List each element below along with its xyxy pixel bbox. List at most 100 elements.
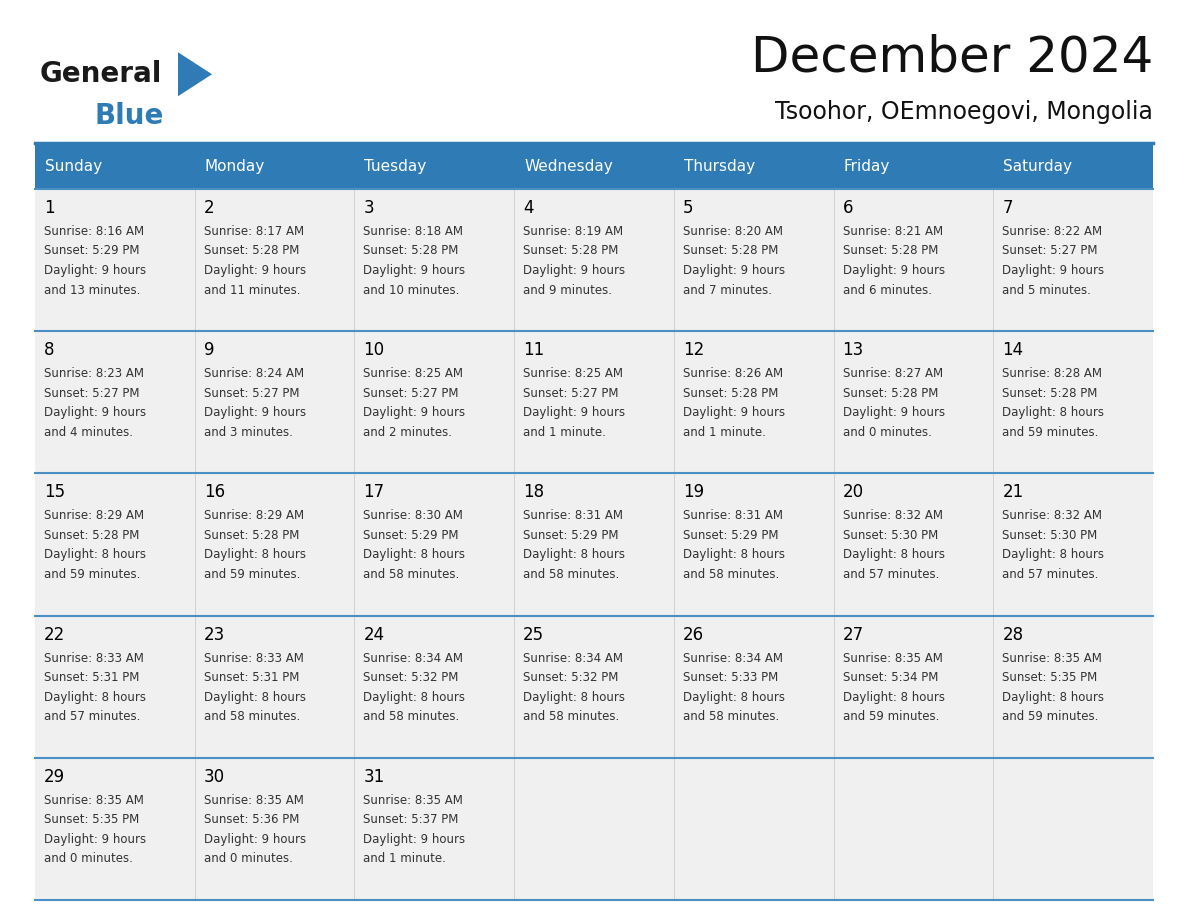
Text: 30: 30 <box>203 767 225 786</box>
Text: General: General <box>40 61 163 88</box>
Text: Daylight: 9 hours: Daylight: 9 hours <box>523 264 625 277</box>
Text: Sunset: 5:29 PM: Sunset: 5:29 PM <box>523 529 619 542</box>
Text: and 4 minutes.: and 4 minutes. <box>44 426 133 439</box>
Bar <box>34 757 195 900</box>
Bar <box>834 757 993 900</box>
Text: Monday: Monday <box>204 159 265 174</box>
Text: 9: 9 <box>203 341 214 359</box>
Text: 2: 2 <box>203 199 214 217</box>
Text: Sunset: 5:31 PM: Sunset: 5:31 PM <box>44 671 139 684</box>
Text: Sunrise: 8:35 AM: Sunrise: 8:35 AM <box>1003 652 1102 665</box>
Text: and 59 minutes.: and 59 minutes. <box>842 711 939 723</box>
Text: 17: 17 <box>364 484 385 501</box>
Text: Sunset: 5:27 PM: Sunset: 5:27 PM <box>44 386 139 399</box>
Text: Tsoohor, OEmnoegovi, Mongolia: Tsoohor, OEmnoegovi, Mongolia <box>775 100 1154 124</box>
Text: Sunrise: 8:23 AM: Sunrise: 8:23 AM <box>44 367 144 380</box>
Bar <box>195 474 354 616</box>
Bar <box>674 757 834 900</box>
Text: Daylight: 8 hours: Daylight: 8 hours <box>523 548 625 562</box>
Text: Sunset: 5:30 PM: Sunset: 5:30 PM <box>842 529 937 542</box>
Text: Daylight: 8 hours: Daylight: 8 hours <box>203 548 305 562</box>
Text: and 1 minute.: and 1 minute. <box>523 426 606 439</box>
Text: and 58 minutes.: and 58 minutes. <box>683 711 779 723</box>
Text: Sunset: 5:32 PM: Sunset: 5:32 PM <box>364 671 459 684</box>
Text: Saturday: Saturday <box>1004 159 1073 174</box>
Text: 28: 28 <box>1003 625 1023 644</box>
Text: and 58 minutes.: and 58 minutes. <box>683 568 779 581</box>
Text: Sunrise: 8:24 AM: Sunrise: 8:24 AM <box>203 367 304 380</box>
Bar <box>34 189 195 331</box>
Text: and 6 minutes.: and 6 minutes. <box>842 284 931 297</box>
Text: 16: 16 <box>203 484 225 501</box>
Text: Sunset: 5:28 PM: Sunset: 5:28 PM <box>683 244 778 258</box>
Text: Daylight: 8 hours: Daylight: 8 hours <box>1003 690 1105 703</box>
Bar <box>674 474 834 616</box>
Text: Daylight: 9 hours: Daylight: 9 hours <box>1003 264 1105 277</box>
Text: and 0 minutes.: and 0 minutes. <box>203 852 292 866</box>
Text: Sunrise: 8:19 AM: Sunrise: 8:19 AM <box>523 225 624 238</box>
Text: Daylight: 8 hours: Daylight: 8 hours <box>44 548 146 562</box>
Text: and 2 minutes.: and 2 minutes. <box>364 426 453 439</box>
Text: 4: 4 <box>523 199 533 217</box>
Bar <box>674 616 834 757</box>
Text: Friday: Friday <box>843 159 890 174</box>
Text: and 58 minutes.: and 58 minutes. <box>203 711 299 723</box>
Bar <box>514 474 674 616</box>
Text: Daylight: 9 hours: Daylight: 9 hours <box>203 406 305 420</box>
Text: Sunset: 5:29 PM: Sunset: 5:29 PM <box>364 529 459 542</box>
Bar <box>195 757 354 900</box>
Text: Sunrise: 8:35 AM: Sunrise: 8:35 AM <box>842 652 942 665</box>
Bar <box>514 189 674 331</box>
Text: Wednesday: Wednesday <box>524 159 613 174</box>
Bar <box>993 331 1154 474</box>
Text: 12: 12 <box>683 341 704 359</box>
Text: Sunset: 5:36 PM: Sunset: 5:36 PM <box>203 813 299 826</box>
Bar <box>514 616 674 757</box>
Text: 5: 5 <box>683 199 694 217</box>
Text: and 5 minutes.: and 5 minutes. <box>1003 284 1091 297</box>
Text: 20: 20 <box>842 484 864 501</box>
Text: Sunrise: 8:34 AM: Sunrise: 8:34 AM <box>523 652 624 665</box>
Text: Daylight: 8 hours: Daylight: 8 hours <box>44 690 146 703</box>
Text: Daylight: 8 hours: Daylight: 8 hours <box>203 690 305 703</box>
Text: Sunrise: 8:34 AM: Sunrise: 8:34 AM <box>364 652 463 665</box>
Text: 21: 21 <box>1003 484 1024 501</box>
Text: 8: 8 <box>44 341 55 359</box>
Bar <box>34 616 195 757</box>
Text: Daylight: 9 hours: Daylight: 9 hours <box>44 833 146 845</box>
Bar <box>834 189 993 331</box>
Text: Daylight: 8 hours: Daylight: 8 hours <box>1003 406 1105 420</box>
Text: Daylight: 8 hours: Daylight: 8 hours <box>683 690 785 703</box>
Text: Sunset: 5:28 PM: Sunset: 5:28 PM <box>203 244 299 258</box>
Text: Sunset: 5:28 PM: Sunset: 5:28 PM <box>842 386 939 399</box>
Text: Daylight: 8 hours: Daylight: 8 hours <box>1003 548 1105 562</box>
Text: Sunrise: 8:17 AM: Sunrise: 8:17 AM <box>203 225 304 238</box>
Text: and 59 minutes.: and 59 minutes. <box>44 568 140 581</box>
Bar <box>195 616 354 757</box>
Text: Sunset: 5:28 PM: Sunset: 5:28 PM <box>842 244 939 258</box>
Text: and 58 minutes.: and 58 minutes. <box>364 568 460 581</box>
Text: 7: 7 <box>1003 199 1013 217</box>
Text: and 13 minutes.: and 13 minutes. <box>44 284 140 297</box>
Text: Daylight: 9 hours: Daylight: 9 hours <box>842 264 944 277</box>
Text: Sunrise: 8:31 AM: Sunrise: 8:31 AM <box>683 509 783 522</box>
Text: December 2024: December 2024 <box>751 34 1154 82</box>
Text: Blue: Blue <box>95 102 164 130</box>
Bar <box>834 331 993 474</box>
Text: and 58 minutes.: and 58 minutes. <box>523 568 619 581</box>
Text: Sunrise: 8:25 AM: Sunrise: 8:25 AM <box>523 367 624 380</box>
Bar <box>514 331 674 474</box>
Bar <box>993 189 1154 331</box>
Bar <box>674 189 834 331</box>
Bar <box>993 143 1154 189</box>
Text: 13: 13 <box>842 341 864 359</box>
Bar <box>354 474 514 616</box>
Bar <box>195 189 354 331</box>
Text: 26: 26 <box>683 625 704 644</box>
Text: Sunrise: 8:34 AM: Sunrise: 8:34 AM <box>683 652 783 665</box>
Text: Sunset: 5:28 PM: Sunset: 5:28 PM <box>203 529 299 542</box>
Text: and 7 minutes.: and 7 minutes. <box>683 284 772 297</box>
Text: Sunset: 5:29 PM: Sunset: 5:29 PM <box>44 244 139 258</box>
Text: Daylight: 8 hours: Daylight: 8 hours <box>683 548 785 562</box>
Bar <box>834 616 993 757</box>
